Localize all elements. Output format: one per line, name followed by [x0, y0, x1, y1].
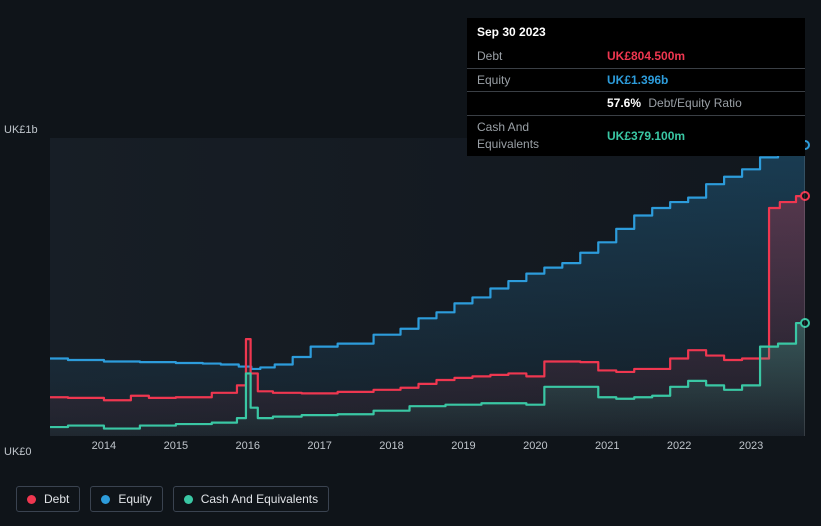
legend-label: Equity [118, 492, 151, 506]
legend: Debt Equity Cash And Equivalents [16, 486, 329, 512]
tooltip-equity-value: UK£1.396b [597, 68, 805, 92]
series-end-dot-debt [800, 191, 810, 201]
legend-dot-icon [101, 495, 110, 504]
tooltip-cash-value: UK£379.100m [597, 116, 805, 156]
y-axis-label-top: UK£1b [4, 124, 38, 136]
legend-label: Debt [44, 492, 69, 506]
legend-item-debt[interactable]: Debt [16, 486, 80, 512]
tooltip-table: Debt UK£804.500m Equity UK£1.396b 57.6% … [467, 45, 805, 156]
legend-label: Cash And Equivalents [201, 492, 318, 506]
x-tick: 2020 [523, 440, 547, 452]
x-axis: 2014 2015 2016 2017 2018 2019 2020 2021 2022 2023 [50, 440, 805, 460]
chart-plot-area[interactable] [50, 138, 805, 436]
x-tick: 2014 [92, 440, 116, 452]
legend-item-equity[interactable]: Equity [90, 486, 162, 512]
x-tick: 2017 [307, 440, 331, 452]
series-end-dot-cash [800, 318, 810, 328]
tooltip-ratio-label [467, 92, 597, 116]
chart-container: UK£1b UK£0 20142015201620172018201920202… [16, 126, 805, 456]
x-tick: 2022 [667, 440, 691, 452]
legend-dot-icon [27, 495, 36, 504]
tooltip-debt-label: Debt [467, 45, 597, 68]
tooltip-ratio-value: 57.6% Debt/Equity Ratio [597, 92, 805, 116]
x-tick: 2018 [379, 440, 403, 452]
tooltip-debt-value: UK£804.500m [597, 45, 805, 68]
tooltip-ratio-text: Debt/Equity Ratio [648, 96, 741, 110]
y-axis-label-bottom: UK£0 [4, 446, 32, 458]
tooltip-date: Sep 30 2023 [467, 18, 805, 45]
tooltip-equity-label: Equity [467, 68, 597, 92]
hover-vertical-line [804, 138, 805, 436]
x-tick: 2015 [164, 440, 188, 452]
x-tick: 2021 [595, 440, 619, 452]
legend-item-cash[interactable]: Cash And Equivalents [173, 486, 329, 512]
tooltip-cash-label: Cash And Equivalents [467, 116, 597, 156]
hover-tooltip: Sep 30 2023 Debt UK£804.500m Equity UK£1… [467, 18, 805, 156]
legend-dot-icon [184, 495, 193, 504]
x-tick: 2019 [451, 440, 475, 452]
x-tick: 2016 [235, 440, 259, 452]
x-tick: 2023 [739, 440, 763, 452]
tooltip-ratio-pct: 57.6% [607, 96, 641, 110]
chart-svg [50, 138, 805, 436]
